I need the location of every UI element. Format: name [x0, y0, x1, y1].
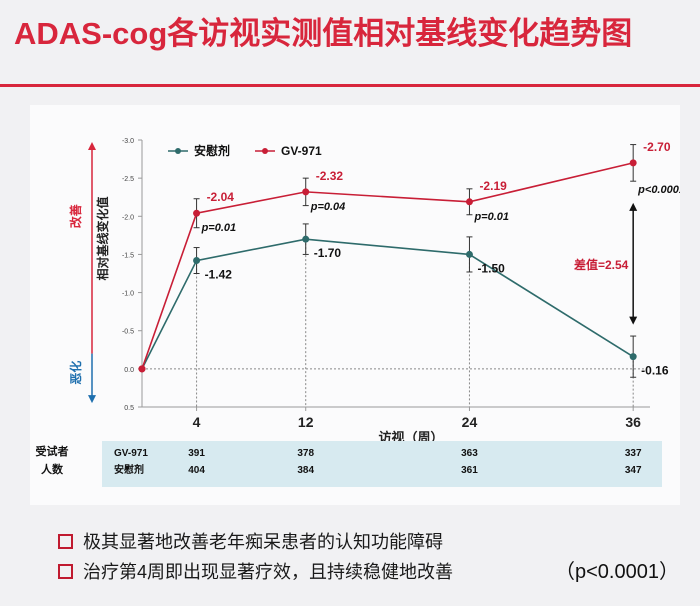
x-tick-label: 36	[625, 414, 641, 430]
worsen-arrow-icon	[88, 395, 96, 404]
table-cell: 363	[461, 448, 478, 459]
y-tick-label: -1.5	[122, 252, 134, 259]
data-label: -1.42	[205, 268, 233, 282]
legend-gv971-marker	[262, 148, 268, 154]
checkbox-icon	[58, 563, 73, 579]
improve-label: 改善	[68, 204, 83, 228]
table-cell: 378	[297, 448, 314, 459]
y-tick-label: 0.0	[124, 367, 134, 374]
data-label: -2.04	[207, 190, 235, 204]
p-value-label: p=0.04	[310, 201, 346, 213]
y-tick-label: -2.5	[122, 176, 134, 183]
data-point	[629, 159, 637, 167]
page-title: ADAS-cog各访视实测值相对基线变化趋势图	[14, 16, 633, 51]
difference-arrow-up-icon	[629, 202, 638, 211]
x-tick-label: 12	[298, 414, 314, 430]
data-label: -2.32	[316, 169, 344, 183]
title-divider	[0, 84, 700, 87]
data-label: -2.19	[479, 179, 507, 193]
data-point	[465, 198, 473, 206]
y-tick-label: -2.0	[122, 214, 134, 221]
x-tick-label: 24	[462, 414, 478, 430]
data-point	[302, 235, 310, 243]
note-item-2: 治疗第4周即出现显著疗效，且持续稳健地改善	[58, 556, 453, 586]
table-row-name: 安慰剂	[114, 463, 144, 476]
origin-point	[138, 365, 146, 373]
notes-pvalue: （p<0.0001）	[555, 561, 679, 583]
data-label: -1.70	[314, 246, 342, 260]
data-point	[193, 257, 201, 265]
series-line-placebo	[141, 238, 634, 370]
table-cell: 404	[188, 465, 205, 476]
x-tick-label: 4	[193, 414, 201, 430]
y-tick-label: -1.0	[122, 291, 134, 298]
y-tick-label: -3.0	[122, 138, 134, 145]
p-value-label: p=0.01	[473, 211, 509, 223]
legend-placebo-label: 安慰剂	[194, 143, 230, 158]
data-point	[629, 353, 637, 361]
y-axis-label: 相对基线变化值	[95, 196, 110, 280]
note-text-1: 极其显著地改善老年痴呆患者的认知功能障碍	[83, 532, 443, 552]
table-header-2: 人数	[41, 462, 64, 476]
y-tick-label: 0.5	[124, 405, 134, 412]
table-cell: 361	[461, 465, 478, 476]
improve-arrow-icon	[88, 142, 96, 150]
table-cell: 384	[297, 465, 314, 476]
y-tick-label: -0.5	[122, 329, 134, 336]
p-value-label: p<0.0001	[637, 184, 680, 196]
data-point	[302, 188, 310, 196]
data-point	[193, 209, 201, 217]
table-cell: 337	[625, 448, 642, 459]
difference-arrow-down-icon	[629, 316, 638, 325]
note-text-2: 治疗第4周即出现显著疗效，且持续稳健地改善	[83, 562, 454, 582]
worsen-label: 恶化	[68, 361, 83, 385]
notes-list: 极其显著地改善老年痴呆患者的认知功能障碍 治疗第4周即出现显著疗效，且持续稳健地…	[58, 526, 453, 586]
line-chart: -3.0-2.5-2.0-1.5-1.0-0.50.00.54 12 24 36访视（…	[36, 138, 680, 487]
legend-gv971-label: GV-971	[281, 144, 322, 158]
chart-panel: -3.0 -2.5 -2.0 -1.5 -1.0 -0.5 0.0 0.5 4 12 24 36 访视（…	[30, 105, 680, 505]
data-label: -0.16	[641, 364, 669, 378]
data-label: -1.50	[477, 261, 505, 275]
table-cell: 391	[188, 448, 205, 459]
legend-placebo-marker	[175, 148, 181, 154]
data-point	[465, 250, 473, 258]
subject-table-band	[102, 441, 662, 487]
note-item-1: 极其显著地改善老年痴呆患者的认知功能障碍	[58, 526, 453, 556]
difference-label: 差值=2.54	[573, 257, 629, 272]
data-label: -2.70	[643, 140, 671, 154]
checkbox-icon	[58, 533, 73, 549]
table-row-name: GV-971	[114, 448, 148, 459]
p-value-label: p=0.01	[201, 222, 237, 234]
table-cell: 347	[625, 465, 642, 476]
table-header-1: 受试者	[36, 444, 69, 458]
